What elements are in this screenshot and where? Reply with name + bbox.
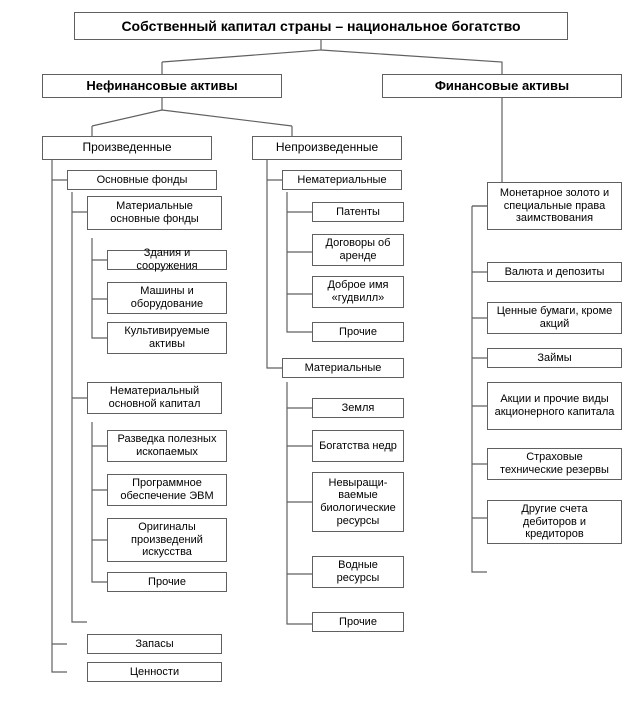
node-vodnye: Водные ресурсы (312, 556, 404, 588)
node-prochie3: Прочие (312, 612, 404, 632)
node-zapasy: Запасы (87, 634, 222, 654)
node-prochie1: Прочие (107, 572, 227, 592)
node-drugie: Другие счета дебиторов и кредиторов (487, 500, 622, 544)
node-zaymy: Займы (487, 348, 622, 368)
node-nonproduced: Непроизведенные (252, 136, 402, 160)
node-originaly: Оригиналы произведений искусства (107, 518, 227, 562)
node-osn-fondy: Основные фонды (67, 170, 217, 190)
node-zdaniya: Здания и сооружения (107, 250, 227, 270)
node-nevyr: Невыращи­ваемые биологичес­кие ресурсы (312, 472, 404, 532)
node-patenty: Патенты (312, 202, 404, 222)
node-zoloto: Монетарное золото и специальные права за… (487, 182, 622, 230)
node-nonfinancial: Нефинансовые активы (42, 74, 282, 98)
node-zemlya: Земля (312, 398, 404, 418)
node-valyuta: Валюта и депозиты (487, 262, 622, 282)
node-produced: Произведенные (42, 136, 212, 160)
node-bogatstva: Богатства недр (312, 430, 404, 462)
node-nemat: Нематериальные (282, 170, 402, 190)
node-mat: Материальные (282, 358, 404, 378)
node-cennosti: Ценности (87, 662, 222, 682)
node-dobroe: Доброе имя «гудвилл» (312, 276, 404, 308)
node-kult: Культивируемые активы (107, 322, 227, 354)
node-mashiny: Машины и оборудование (107, 282, 227, 314)
node-cennye: Ценные бумаги, кроме акций (487, 302, 622, 334)
org-chart-diagram: Собственный капитал страны – национально… (12, 12, 630, 692)
node-root: Собственный капитал страны – национально… (74, 12, 568, 40)
node-programm: Программное обеспечение ЭВМ (107, 474, 227, 506)
node-nemat-osn-kap: Нематериальный основной капитал (87, 382, 222, 414)
node-prochie2: Прочие (312, 322, 404, 342)
node-mat-osn-fondy: Материальные основные фонды (87, 196, 222, 230)
node-akcii: Акции и прочие виды акционерного капитал… (487, 382, 622, 430)
node-strah: Страховые технические резервы (487, 448, 622, 480)
node-financial: Финансовые активы (382, 74, 622, 98)
node-dogovory: Договоры об аренде (312, 234, 404, 266)
node-razvedka: Разведка полезных ископаемых (107, 430, 227, 462)
